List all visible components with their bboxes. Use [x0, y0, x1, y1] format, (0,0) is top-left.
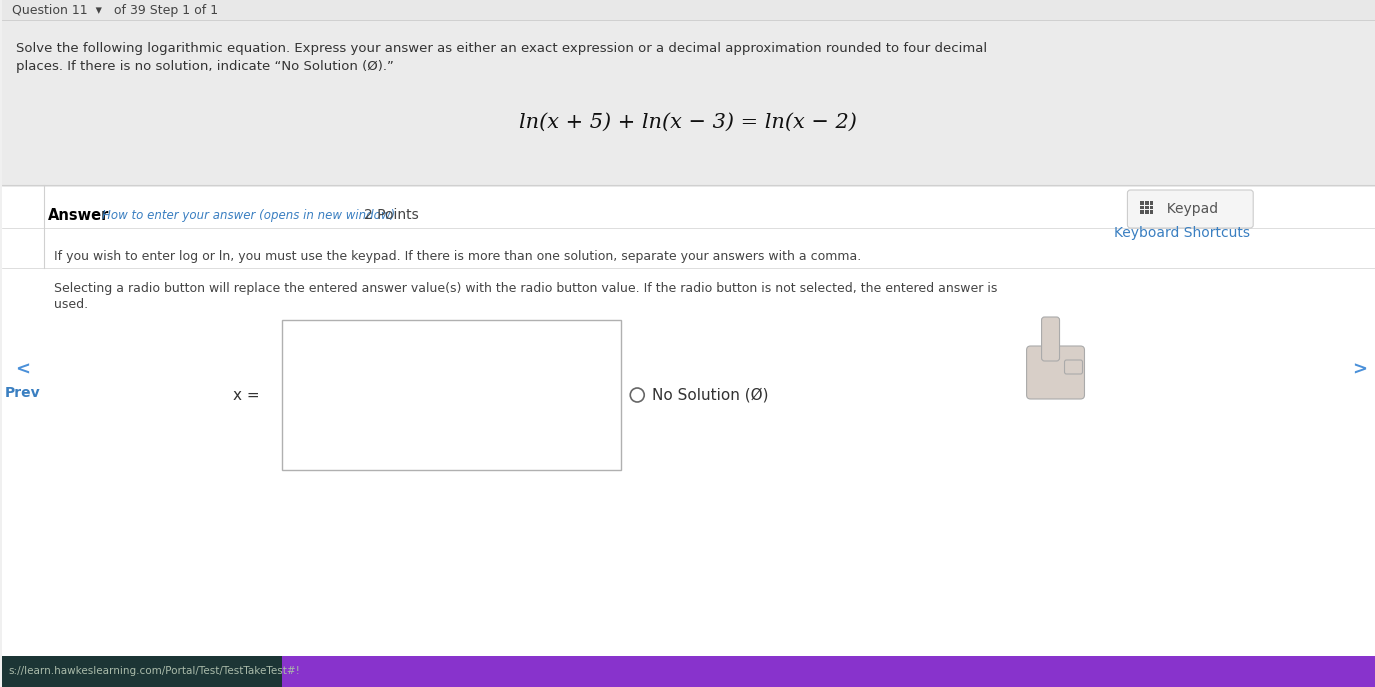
Text: Selecting a radio button will replace the entered answer value(s) with the radio: Selecting a radio button will replace th… [54, 282, 998, 295]
Bar [1150, 205, 1154, 210]
Text: Keypad: Keypad [1159, 202, 1218, 216]
Text: Keyboard Shortcuts: Keyboard Shortcuts [1114, 226, 1250, 240]
Text: If you wish to enter log or ln, you must use the keypad. If there is more than o: If you wish to enter log or ln, you must… [54, 250, 862, 263]
FancyBboxPatch shape [1128, 190, 1253, 228]
FancyBboxPatch shape [1027, 346, 1085, 399]
Text: 2 Points: 2 Points [364, 208, 418, 222]
Text: Solve the following logarithmic equation. Express your answer as either an exact: Solve the following logarithmic equation… [16, 42, 987, 55]
Bar [3, 0, 1375, 20]
Text: Question 11  ▾   of 39 Step 1 of 1: Question 11 ▾ of 39 Step 1 of 1 [12, 3, 219, 16]
Bar [1150, 201, 1154, 205]
Text: places. If there is no solution, indicate “No Solution (Ø).”: places. If there is no solution, indicat… [16, 60, 395, 73]
Bar [3, 656, 282, 687]
Bar [3, 20, 1375, 185]
Bar [1140, 201, 1144, 205]
Text: How to enter your answer (opens in new window): How to enter your answer (opens in new w… [102, 208, 395, 221]
Bar [3, 656, 1375, 687]
Text: <: < [15, 361, 30, 379]
FancyBboxPatch shape [1064, 360, 1082, 374]
Text: No Solution (Ø): No Solution (Ø) [652, 387, 769, 403]
Bar [1140, 210, 1144, 214]
Text: ln(x + 5) + ln(x − 3) = ln(x − 2): ln(x + 5) + ln(x − 3) = ln(x − 2) [520, 113, 857, 132]
Bar [1145, 201, 1148, 205]
Bar [1140, 205, 1144, 210]
Text: x =: x = [234, 387, 260, 403]
Bar [1150, 210, 1154, 214]
Bar [1145, 205, 1148, 210]
Bar [1145, 210, 1148, 214]
FancyBboxPatch shape [1041, 317, 1060, 361]
Text: used.: used. [54, 298, 88, 311]
Text: s://learn.hawkeslearning.com/Portal/Test/TestTakeTest#!: s://learn.hawkeslearning.com/Portal/Test… [8, 666, 300, 677]
Text: Answer: Answer [48, 207, 110, 223]
Text: >: > [1353, 361, 1368, 379]
Bar [282, 320, 622, 470]
Text: Prev: Prev [4, 386, 40, 400]
